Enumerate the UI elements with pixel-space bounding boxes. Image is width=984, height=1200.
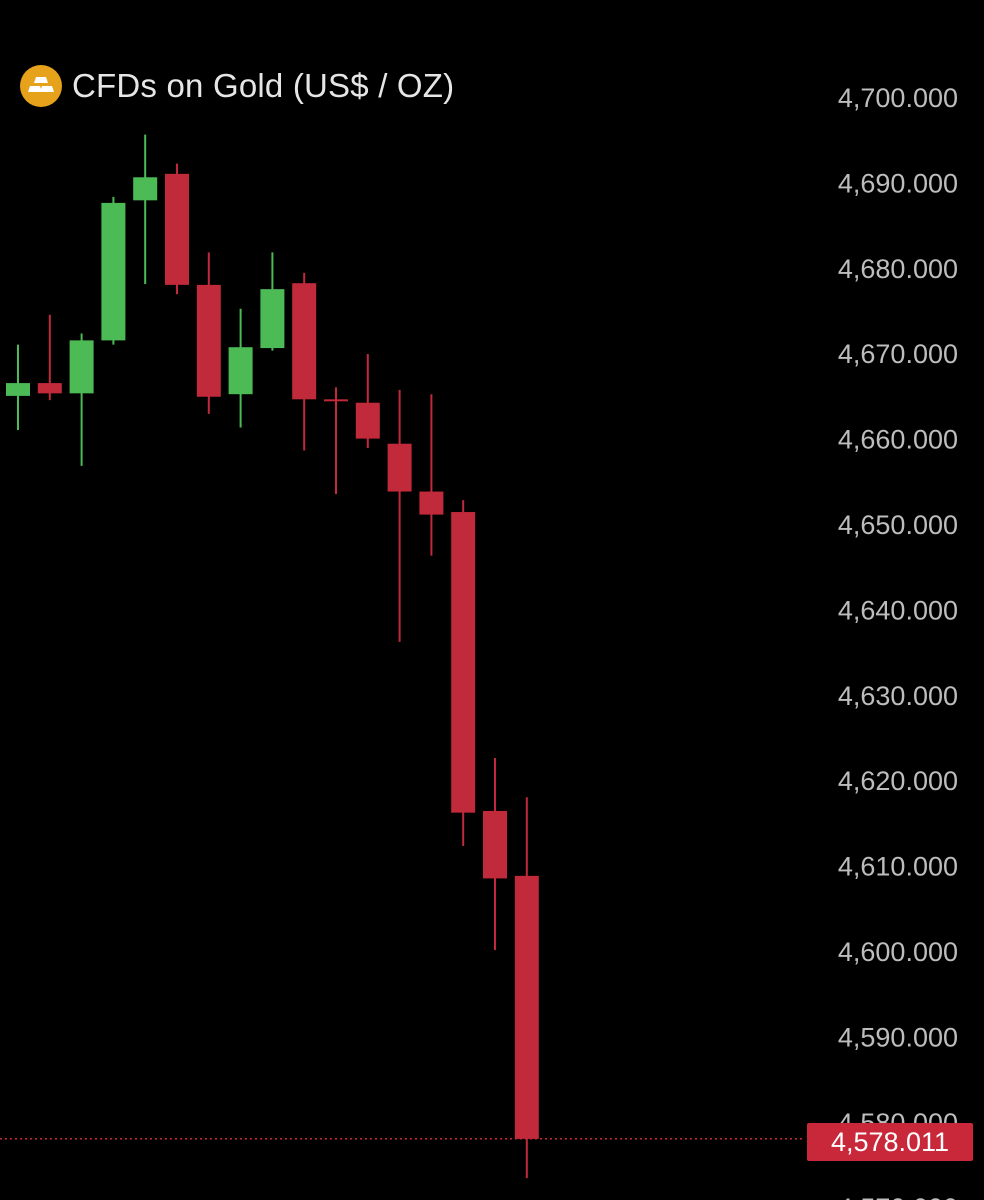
chart-header: CFDs on Gold (US$ / OZ) bbox=[20, 64, 454, 108]
gold-bars-icon bbox=[20, 65, 62, 107]
candle bbox=[260, 252, 285, 351]
candle-body bbox=[133, 177, 158, 201]
y-tick-label: 4,620.000 bbox=[838, 766, 958, 796]
candle-body bbox=[69, 340, 94, 394]
y-tick-label: 4,670.000 bbox=[838, 339, 958, 369]
candle bbox=[451, 500, 476, 846]
candle-body bbox=[419, 491, 444, 515]
y-tick-label: 4,630.000 bbox=[838, 681, 958, 711]
y-tick-label: 4,600.000 bbox=[838, 937, 958, 967]
y-tick-label: 4,700.000 bbox=[838, 83, 958, 113]
y-tick-label: 4,610.000 bbox=[838, 852, 958, 882]
candle-body bbox=[196, 284, 221, 397]
candle bbox=[133, 134, 158, 285]
y-tick-label: 4,590.000 bbox=[838, 1022, 958, 1052]
candle bbox=[514, 797, 539, 1179]
candle-body bbox=[514, 875, 539, 1139]
candle-body bbox=[451, 512, 476, 813]
candle bbox=[196, 252, 221, 414]
candle bbox=[324, 387, 348, 495]
candle bbox=[292, 272, 317, 451]
candle bbox=[69, 333, 94, 466]
candle-body bbox=[483, 810, 507, 879]
candle bbox=[165, 163, 189, 295]
candle bbox=[419, 394, 444, 556]
candle-body bbox=[260, 289, 285, 349]
candle-body bbox=[37, 383, 62, 394]
y-tick-label: 4,640.000 bbox=[838, 595, 958, 625]
y-tick-label: 4,660.000 bbox=[838, 425, 958, 455]
candle-body bbox=[292, 283, 317, 400]
candle-body bbox=[101, 202, 126, 341]
candle bbox=[228, 308, 253, 428]
chart-title: CFDs on Gold (US$ / OZ) bbox=[72, 67, 455, 104]
candle-body bbox=[228, 347, 253, 395]
candle bbox=[355, 354, 380, 448]
y-tick-label: 4,570.000 bbox=[838, 1193, 958, 1200]
candle bbox=[6, 344, 30, 431]
candle-body bbox=[324, 399, 348, 402]
candle bbox=[387, 389, 412, 642]
candle bbox=[37, 314, 62, 401]
candle-body bbox=[355, 402, 380, 439]
y-tick-label: 4,680.000 bbox=[838, 254, 958, 284]
current-price-badge: 4,578.011 bbox=[807, 1123, 973, 1161]
candle-body bbox=[387, 443, 412, 492]
candle bbox=[101, 196, 126, 345]
candle-body bbox=[165, 173, 189, 285]
y-tick-label: 4,650.000 bbox=[838, 510, 958, 540]
y-axis-labels: 4,700.000 4,690.000 4,680.000 4,670.000 4,66… bbox=[838, 83, 958, 1200]
candle-body bbox=[6, 383, 30, 396]
candle bbox=[483, 757, 507, 951]
y-tick-label: 4,690.000 bbox=[838, 168, 958, 198]
candles-group bbox=[6, 134, 539, 1179]
